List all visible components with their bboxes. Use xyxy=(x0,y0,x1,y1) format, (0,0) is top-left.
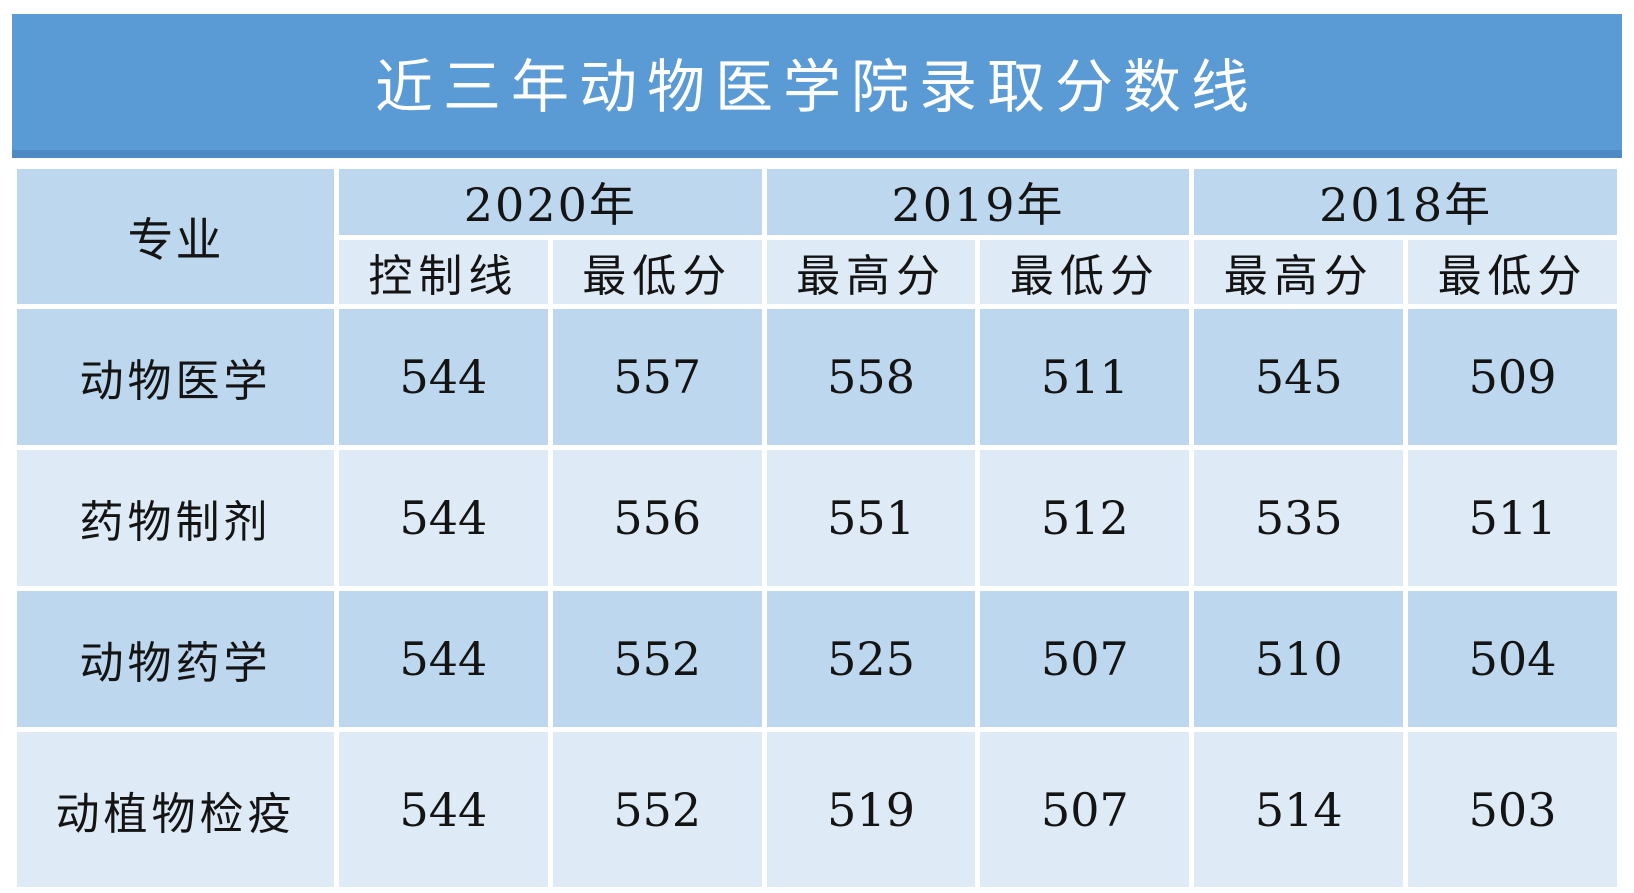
header-2018-lowest: 最低分 xyxy=(1403,235,1622,309)
score-cell: 514 xyxy=(1189,727,1409,892)
score-cell: 552 xyxy=(547,727,767,892)
score-cell: 519 xyxy=(761,727,981,892)
score-cell: 544 xyxy=(334,727,553,892)
score-cell: 503 xyxy=(1403,727,1622,892)
score-cell: 558 xyxy=(761,304,981,450)
major-cell: 动物药学 xyxy=(12,586,339,732)
header-major: 专业 xyxy=(12,164,339,309)
score-cell: 507 xyxy=(975,586,1195,732)
score-cell: 545 xyxy=(1189,304,1409,450)
score-cell: 511 xyxy=(1403,445,1622,591)
header-2020-control-line: 控制线 xyxy=(334,235,553,309)
table-row: 动物医学 544 557 558 511 545 509 xyxy=(12,304,1622,450)
score-cell: 525 xyxy=(761,586,981,732)
admission-scores-table: 专业 2020年 2019年 2018年 控制线 最低分 最高分 最低分 最高分… xyxy=(12,164,1622,892)
score-cell: 504 xyxy=(1403,586,1622,732)
score-cell: 512 xyxy=(975,445,1195,591)
table-content: 近三年动物医学院录取分数线 专业 2020年 2019年 2018年 控制线 最… xyxy=(12,14,1622,892)
score-cell: 544 xyxy=(334,304,553,450)
major-cell: 药物制剂 xyxy=(12,445,339,591)
header-2020-lowest: 最低分 xyxy=(547,235,767,309)
table-title-bar: 近三年动物医学院录取分数线 xyxy=(12,14,1622,158)
score-cell: 556 xyxy=(547,445,767,591)
header-2019-highest: 最高分 xyxy=(761,235,981,309)
sub-header-row: 控制线 最低分 最高分 最低分 最高分 最低分 xyxy=(15,235,1622,309)
score-cell: 544 xyxy=(334,586,553,732)
score-cell: 544 xyxy=(334,445,553,591)
table-title: 近三年动物医学院录取分数线 xyxy=(374,53,1259,121)
score-cell: 509 xyxy=(1403,304,1622,450)
header-2019-lowest: 最低分 xyxy=(975,235,1195,309)
score-cell: 557 xyxy=(547,304,767,450)
table-row: 动物药学 544 552 525 507 510 504 xyxy=(12,586,1622,732)
table-row: 动植物检疫 544 552 519 507 514 503 xyxy=(12,727,1622,892)
score-cell: 552 xyxy=(547,586,767,732)
header-year-2019: 2019年 xyxy=(761,164,1195,240)
score-cell: 551 xyxy=(761,445,981,591)
header-year-2018: 2018年 xyxy=(1189,164,1622,240)
header-2018-highest: 最高分 xyxy=(1189,235,1409,309)
table-row: 药物制剂 544 556 551 512 535 511 xyxy=(12,445,1622,591)
major-cell: 动物医学 xyxy=(12,304,339,450)
score-cell: 510 xyxy=(1189,586,1409,732)
score-cell: 511 xyxy=(975,304,1195,450)
header-year-2020: 2020年 xyxy=(334,164,767,240)
score-cell: 507 xyxy=(975,727,1195,892)
major-cell: 动植物检疫 xyxy=(12,727,339,892)
year-header-row: 专业 2020年 2019年 2018年 xyxy=(12,164,1622,309)
score-cell: 535 xyxy=(1189,445,1409,591)
